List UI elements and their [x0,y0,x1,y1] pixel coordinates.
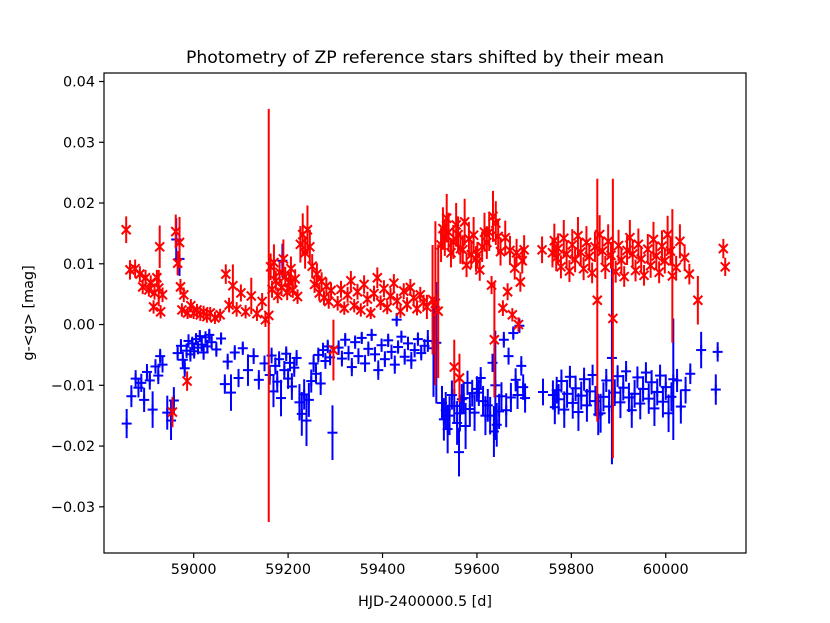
y-axis: 0.04 0.03 0.02 0.01 0.00 −0.01 −0.02 −0.03 [51,75,104,516]
x-tick-label: 59400 [360,562,406,578]
x-axis: 59000 59200 59400 59600 59800 60000 [171,553,689,578]
x-axis-label: HJD-2400000.5 [d] [358,594,492,610]
x-tick-label: 59800 [548,562,594,578]
y-tick-label: −0.02 [51,439,95,455]
y-tick-label: 0.04 [63,75,95,91]
chart-title: Photometry of ZP reference stars shifted… [186,48,664,68]
y-tick-label: 0.02 [63,196,95,212]
y-tick-label: 0.03 [63,135,95,151]
y-axis-label: g-<g> [mag] [21,265,37,360]
y-tick-label: 0.00 [63,318,95,334]
data-series [120,108,731,523]
x-tick-label: 59600 [454,562,500,578]
y-tick-label: −0.03 [51,500,95,516]
red-x-star-errorbar-series [120,108,731,523]
axes-frame [103,72,747,554]
x-tick-label: 59200 [265,562,311,578]
x-tick-label: 60000 [643,562,689,578]
blue-plus-star-errorbar-series [121,218,723,477]
y-tick-label: 0.01 [63,257,95,273]
x-tick-label: 59000 [171,562,217,578]
y-tick-label: −0.01 [51,378,95,394]
